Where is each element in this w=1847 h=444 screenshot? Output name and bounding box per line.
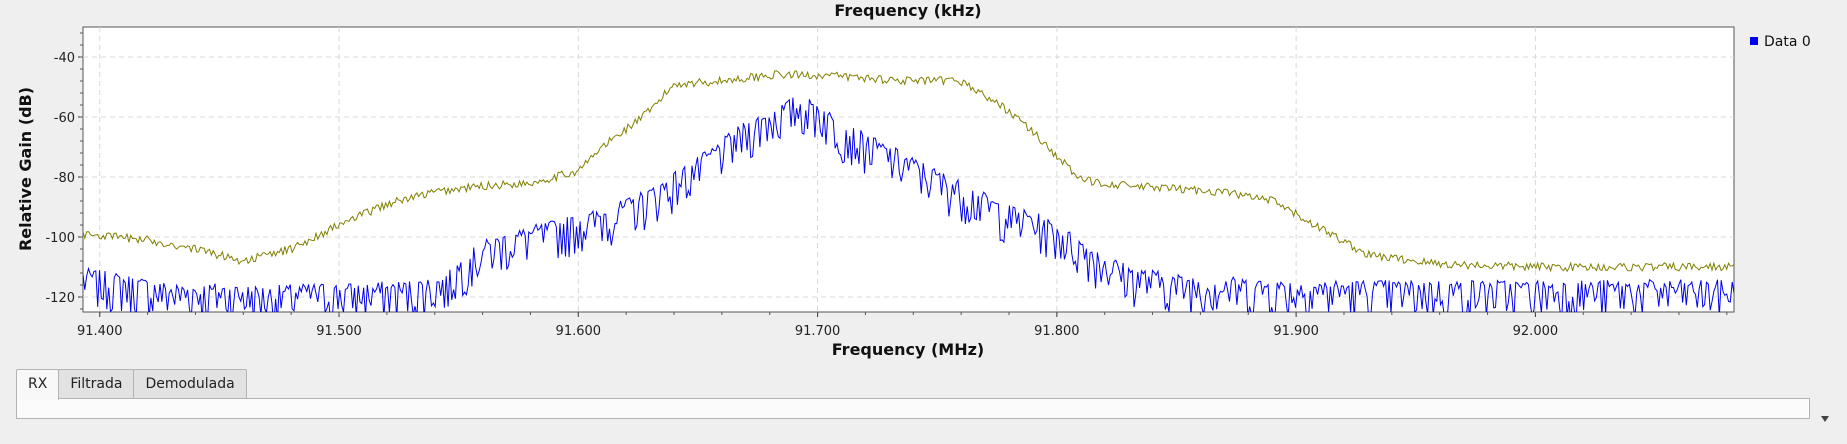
tab-filtrada[interactable]: Filtrada: [58, 369, 135, 398]
x-tick-label: 91.700: [795, 324, 841, 339]
y-axis-label: Relative Gain (dB): [16, 87, 35, 251]
x-tick-label: 91.500: [316, 324, 362, 339]
legend[interactable]: Data 0: [1750, 34, 1811, 50]
legend-swatch-data-0: [1750, 37, 1758, 45]
x-tick-label: 92.000: [1513, 324, 1559, 339]
y-tick-label: -100: [45, 231, 75, 246]
x-axis-label: Frequency (MHz): [832, 340, 984, 359]
x-tick-label: 91.400: [77, 324, 123, 339]
chart-title: Frequency (kHz): [834, 1, 981, 20]
tab-panel: [16, 398, 1810, 419]
y-tick-label: -40: [54, 51, 75, 66]
tab-demodulada[interactable]: Demodulada: [133, 369, 247, 398]
legend-label-data-0: Data 0: [1764, 34, 1811, 50]
series-group: [83, 70, 1734, 312]
y-tick-label: -120: [45, 291, 75, 306]
grid: [83, 27, 1734, 312]
series-line-data-0: [83, 97, 1734, 312]
x-tick-label: 91.600: [556, 324, 602, 339]
tab-rx[interactable]: RX: [16, 369, 60, 400]
x-tick-label: 91.900: [1273, 324, 1319, 339]
axis-ticks: 91.400 91.500 91.600 91.700 91.800 91.900 92.0…: [45, 32, 1728, 339]
x-tick-label: 91.800: [1034, 324, 1080, 339]
y-tick-label: -60: [54, 111, 75, 126]
series-line-olive: [83, 70, 1734, 273]
scroll-down-icon[interactable]: [1821, 416, 1829, 422]
y-tick-label: -80: [54, 171, 75, 186]
tab-bar: RX Filtrada Demodulada: [16, 369, 247, 400]
